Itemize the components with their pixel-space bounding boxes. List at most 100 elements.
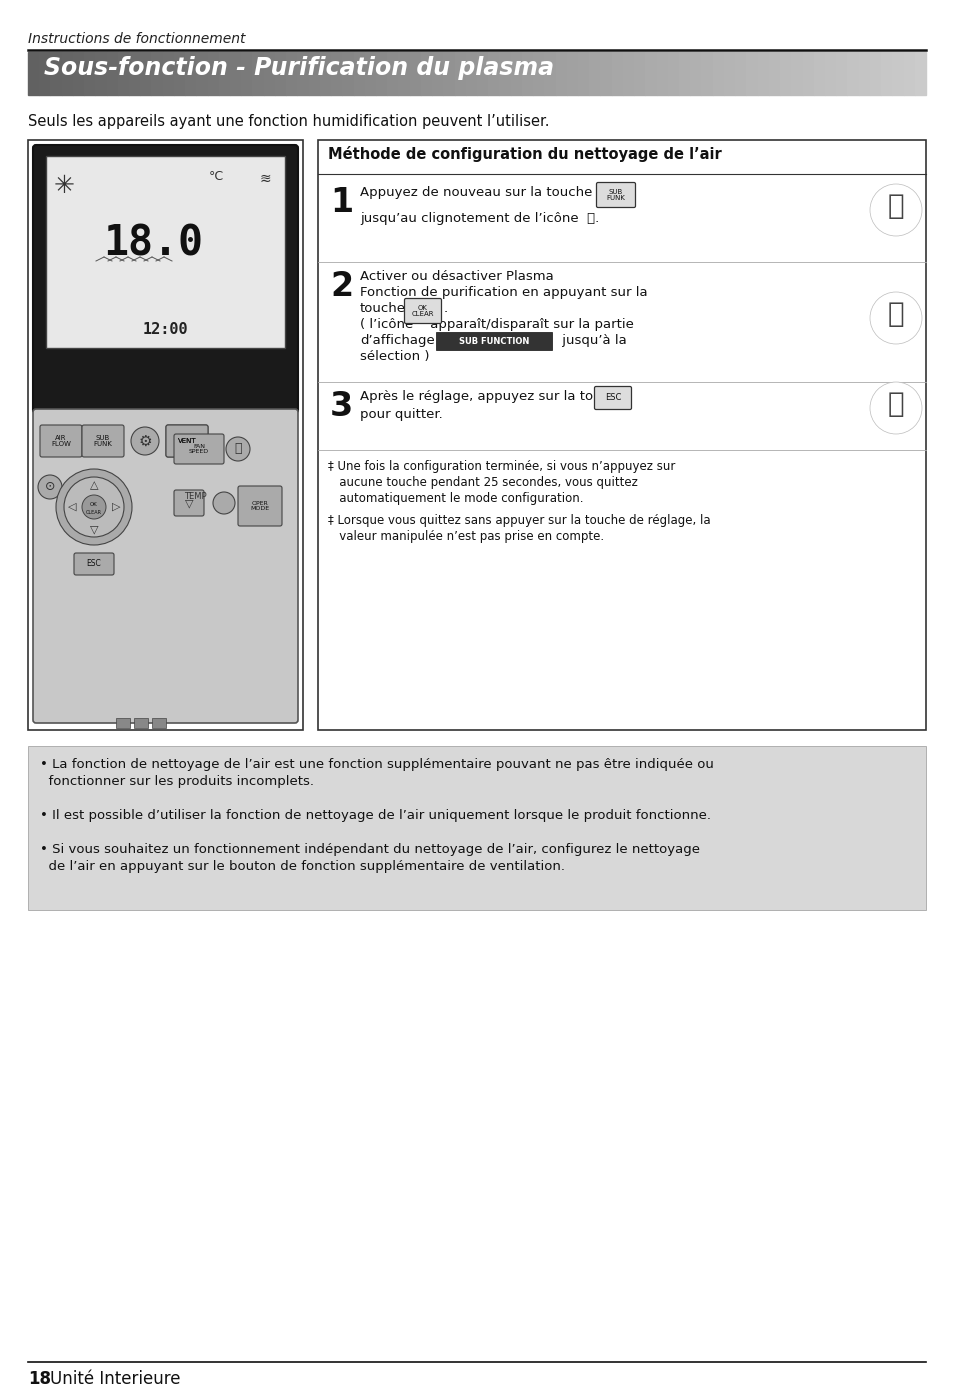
Text: Unité Interieure: Unité Interieure xyxy=(50,1371,180,1387)
Bar xyxy=(644,52,656,95)
FancyBboxPatch shape xyxy=(237,486,282,526)
Text: 2: 2 xyxy=(330,270,353,302)
Text: ≋: ≋ xyxy=(259,172,271,186)
Bar xyxy=(544,52,555,95)
Bar xyxy=(712,52,723,95)
Circle shape xyxy=(226,437,250,461)
Circle shape xyxy=(38,475,62,498)
Bar xyxy=(28,52,39,95)
Text: touche: touche xyxy=(359,302,406,315)
Bar xyxy=(846,52,858,95)
Bar xyxy=(813,52,824,95)
Bar xyxy=(599,52,611,95)
Bar xyxy=(116,718,130,728)
FancyBboxPatch shape xyxy=(33,146,297,413)
Bar xyxy=(297,52,309,95)
Circle shape xyxy=(213,491,234,514)
Bar xyxy=(634,52,644,95)
Bar xyxy=(476,52,488,95)
Bar xyxy=(589,52,599,95)
Bar xyxy=(499,52,510,95)
Text: 18: 18 xyxy=(28,1371,51,1387)
FancyBboxPatch shape xyxy=(33,409,297,722)
Bar xyxy=(317,140,925,729)
Text: • Il est possible d’utiliser la fonction de nettoyage de l’air uniquement lorsqu: • Il est possible d’utiliser la fonction… xyxy=(40,809,710,822)
Text: Instructions de fonctionnement: Instructions de fonctionnement xyxy=(28,32,245,46)
Bar xyxy=(398,52,409,95)
Bar xyxy=(465,52,476,95)
Text: ⊙: ⊙ xyxy=(45,480,55,494)
Bar xyxy=(566,52,578,95)
Bar xyxy=(274,52,286,95)
Text: SUB
FUNK: SUB FUNK xyxy=(93,435,112,447)
Text: .: . xyxy=(443,302,448,315)
Text: Après le réglage, appuyez sur la touche: Après le réglage, appuyez sur la touche xyxy=(359,391,625,403)
FancyBboxPatch shape xyxy=(74,553,113,575)
FancyBboxPatch shape xyxy=(596,182,635,207)
Bar xyxy=(858,52,869,95)
Text: jusqu’au clignotement de l’icône  💡.: jusqu’au clignotement de l’icône 💡. xyxy=(359,211,598,225)
Bar xyxy=(679,52,690,95)
Bar xyxy=(488,52,499,95)
Bar xyxy=(555,52,566,95)
Text: SUB FUNCTION: SUB FUNCTION xyxy=(458,336,529,346)
Bar xyxy=(611,52,622,95)
Bar xyxy=(208,52,218,95)
Text: ⚙: ⚙ xyxy=(138,434,152,448)
FancyBboxPatch shape xyxy=(173,434,224,463)
Text: 1: 1 xyxy=(330,186,353,218)
Circle shape xyxy=(64,477,124,538)
Circle shape xyxy=(82,496,106,519)
Bar xyxy=(443,52,454,95)
Text: Méthode de configuration du nettoyage de l’air: Méthode de configuration du nettoyage de… xyxy=(328,146,721,162)
Text: VENT: VENT xyxy=(177,438,196,444)
Text: ✋: ✋ xyxy=(886,391,903,419)
Text: 3: 3 xyxy=(330,391,353,423)
Bar xyxy=(107,52,117,95)
Text: Activer ou désactiver Plasma: Activer ou désactiver Plasma xyxy=(359,270,553,283)
Bar xyxy=(780,52,790,95)
Text: • Si vous souhaitez un fonctionnement indépendant du nettoyage de l’air, configu: • Si vous souhaitez un fonctionnement in… xyxy=(40,843,700,855)
Bar xyxy=(700,52,712,95)
Bar xyxy=(824,52,836,95)
Text: ( l’icône    apparaît/disparaît sur la partie: ( l’icône apparaît/disparaît sur la part… xyxy=(359,318,633,330)
Text: Fonction de purification en appuyant sur la: Fonction de purification en appuyant sur… xyxy=(359,286,647,300)
Bar xyxy=(745,52,757,95)
Text: sélection ): sélection ) xyxy=(359,350,429,363)
Text: ▷: ▷ xyxy=(112,503,120,512)
Bar xyxy=(95,52,107,95)
Bar xyxy=(263,52,274,95)
Text: automatiquement le mode configuration.: automatiquement le mode configuration. xyxy=(328,491,583,505)
Bar xyxy=(39,52,51,95)
Bar xyxy=(723,52,735,95)
Text: CLEAR: CLEAR xyxy=(86,510,102,515)
Bar xyxy=(173,52,185,95)
Bar xyxy=(387,52,398,95)
Bar xyxy=(28,140,303,729)
Text: Sous-fonction - Purification du plasma: Sous-fonction - Purification du plasma xyxy=(44,56,554,80)
Bar xyxy=(286,52,297,95)
Bar xyxy=(241,52,253,95)
Bar xyxy=(319,52,331,95)
Bar xyxy=(230,52,241,95)
Bar xyxy=(342,52,354,95)
Bar xyxy=(140,52,152,95)
Bar xyxy=(163,52,173,95)
Text: °C: °C xyxy=(209,169,223,183)
Text: jusqu’à la: jusqu’à la xyxy=(558,335,626,347)
Bar xyxy=(420,52,432,95)
Text: ◁: ◁ xyxy=(68,503,76,512)
Bar xyxy=(578,52,589,95)
Text: ‡ Une fois la configuration terminée, si vous n’appuyez sur: ‡ Une fois la configuration terminée, si… xyxy=(328,461,675,473)
Bar xyxy=(801,52,813,95)
FancyBboxPatch shape xyxy=(82,426,124,456)
Text: OK
CLEAR: OK CLEAR xyxy=(412,305,434,318)
Bar xyxy=(129,52,140,95)
FancyBboxPatch shape xyxy=(166,426,208,456)
Bar xyxy=(196,52,208,95)
Bar xyxy=(218,52,230,95)
Bar xyxy=(836,52,846,95)
Bar xyxy=(667,52,679,95)
Bar xyxy=(331,52,342,95)
Text: aucune touche pendant 25 secondes, vous quittez: aucune touche pendant 25 secondes, vous … xyxy=(328,476,638,489)
